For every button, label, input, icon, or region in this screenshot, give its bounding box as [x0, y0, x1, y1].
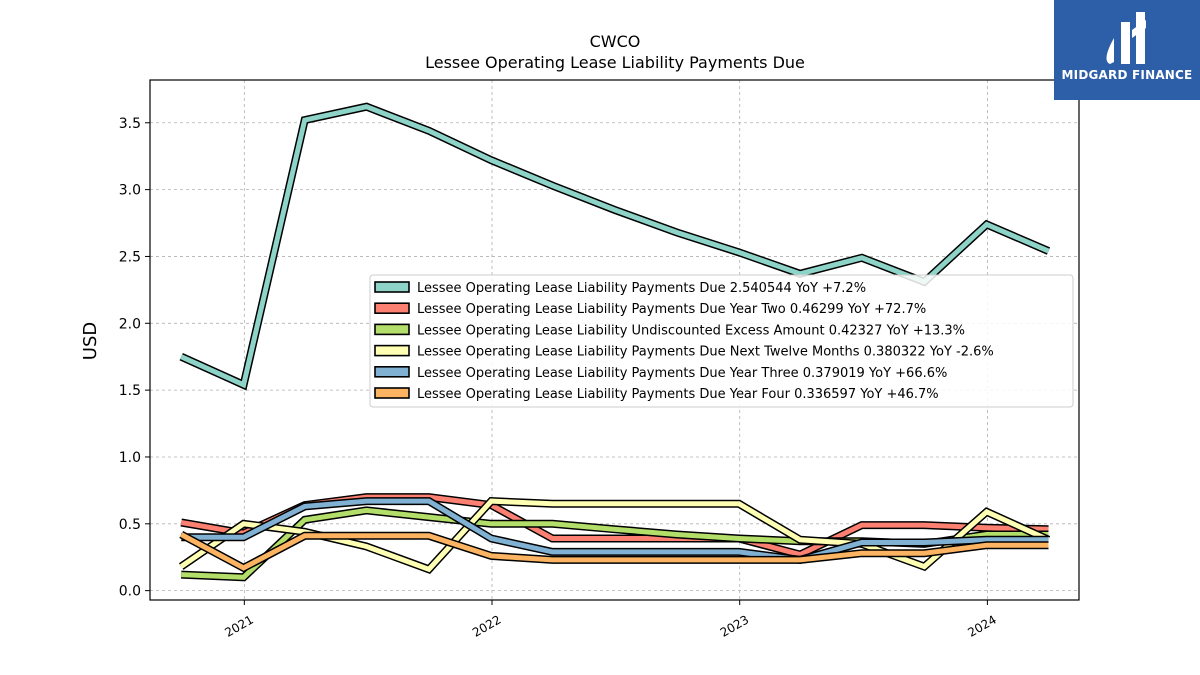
y-tick-label: 2.5 — [119, 249, 141, 265]
brand-logo: MIDGARD FINANCE — [1054, 0, 1200, 100]
legend-label: Lessee Operating Lease Liability Payment… — [417, 345, 994, 360]
logo-mark-icon — [1106, 12, 1146, 64]
y-axis-label: USD — [80, 322, 101, 360]
legend-swatch — [374, 387, 410, 399]
series-line-6 — [180, 532, 1049, 571]
legend-label: Lessee Operating Lease Liability Payment… — [417, 387, 939, 402]
plot-frame — [149, 79, 1080, 601]
y-tick-label: 2.0 — [119, 316, 141, 332]
chart-title: CWCO — [590, 32, 641, 51]
y-tick-label: 3.0 — [119, 183, 141, 199]
series-line-1 — [180, 104, 1050, 389]
legend-label: Lessee Operating Lease Liability Payment… — [417, 366, 947, 381]
x-ticks: 2021 2022 2023 2024 — [222, 600, 999, 640]
x-tick-label: 2023 — [718, 612, 751, 639]
x-tick-label: 2022 — [470, 612, 503, 639]
y-ticks: 0.0 0.5 1.0 1.5 2.0 2.5 3.0 3.5 — [119, 116, 150, 600]
legend-label: Lessee Operating Lease Liability Undisco… — [417, 323, 965, 338]
x-tick-label: 2024 — [965, 612, 998, 639]
y-tick-label: 1.5 — [119, 383, 141, 399]
y-tick-label: 3.5 — [119, 116, 141, 132]
series-layer — [178, 102, 1051, 582]
legend: Lessee Operating Lease Liability Payment… — [369, 274, 1074, 408]
series-line-5 — [181, 498, 1049, 563]
y-tick-label: 0.0 — [119, 584, 141, 600]
logo-text: MIDGARD FINANCE — [1061, 68, 1193, 82]
chart-subtitle: Lessee Operating Lease Liability Payment… — [425, 53, 805, 72]
legend-swatch — [374, 365, 410, 378]
y-tick-label: 0.5 — [119, 517, 141, 533]
legend-swatch — [374, 344, 410, 357]
x-tick-label: 2021 — [222, 612, 255, 639]
legend-swatch — [374, 302, 410, 315]
legend-swatch — [374, 281, 410, 293]
legend-swatch — [374, 323, 410, 336]
legend-label: Lessee Operating Lease Liability Payment… — [417, 302, 926, 317]
y-tick-label: 1.0 — [119, 450, 141, 466]
legend-box — [369, 274, 1074, 408]
legend-label: Lessee Operating Lease Liability Payment… — [417, 281, 866, 296]
